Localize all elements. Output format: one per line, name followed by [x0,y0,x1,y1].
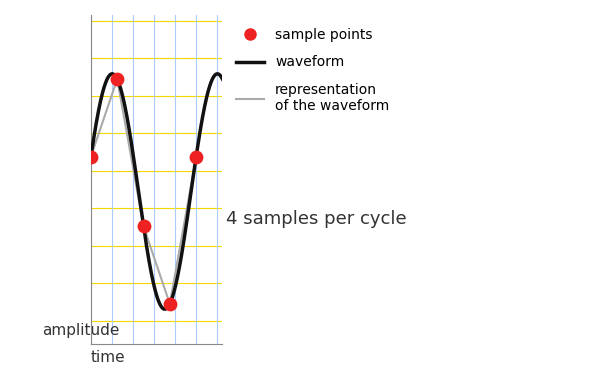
Point [86,154,95,160]
X-axis label: time: time [91,350,125,365]
Text: 4 samples per cycle: 4 samples per cycle [226,210,407,228]
Point [165,301,175,307]
Point [191,154,201,160]
Point [139,223,148,229]
Legend: sample points, waveform, representation
of the waveform: sample points, waveform, representation … [230,22,395,119]
Point [112,76,122,82]
Y-axis label: amplitude: amplitude [41,323,119,338]
